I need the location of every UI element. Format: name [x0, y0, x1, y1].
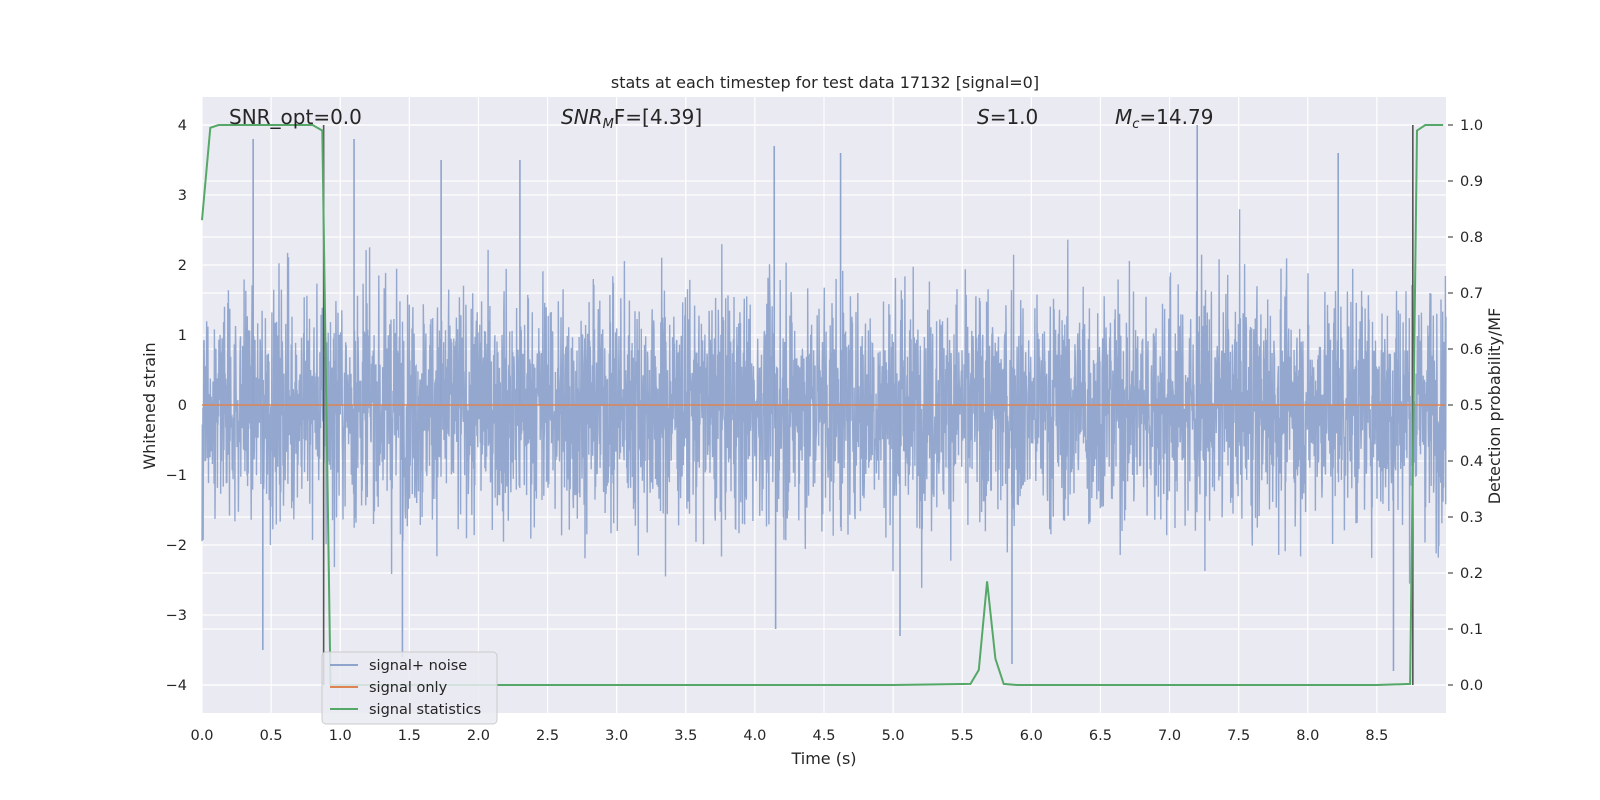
x-tick-label: 6.5: [1089, 728, 1112, 744]
annotation-snr-mf: SNRMF=[4.39]: [561, 105, 702, 132]
annotation-s: S=1.0: [977, 105, 1038, 129]
legend-box: [321, 651, 498, 725]
y2-tick-label: 0.3: [1460, 510, 1483, 526]
annotation-snr-mf-rest: F=[4.39]: [614, 105, 702, 129]
y2-axis-label: Detection probability/MF: [1485, 308, 1504, 505]
chart-title: stats at each timestep for test data 171…: [611, 73, 1039, 92]
legend-label-signal-noise: signal+ noise: [369, 658, 467, 674]
y-tick-label: 4: [178, 118, 187, 134]
y-tick-label: −2: [166, 538, 187, 554]
x-tick-label: 5.0: [882, 728, 905, 744]
x-tick-label: 4.0: [743, 728, 766, 744]
y2-tick-label: 0.1: [1460, 622, 1483, 638]
x-tick-label: 0.0: [190, 728, 213, 744]
x-tick-label: 0.5: [260, 728, 283, 744]
y-axis-label: Whitened strain: [140, 342, 159, 469]
y2-tick-label: 0.9: [1460, 174, 1483, 190]
legend-label-signal-statistics: signal statistics: [369, 702, 481, 718]
y2-tick-label: 0.5: [1460, 398, 1483, 414]
y-tick-label: −3: [166, 608, 187, 624]
y-tick-label: −4: [166, 678, 187, 694]
y2-tick-label: 0.6: [1460, 342, 1483, 358]
annotation-mc-sub: c: [1132, 117, 1139, 132]
legend-label-signal-only: signal only: [369, 680, 448, 696]
y-tick-label: 1: [178, 328, 187, 344]
x-tick-label: 7.5: [1227, 728, 1250, 744]
x-tick-label: 8.0: [1296, 728, 1319, 744]
legend: signal+ noise signal only signal statist…: [321, 651, 498, 725]
x-tick-labels: 0.0 0.5 1.0 1.5 2.0 2.5 3.0 3.5 4.0 4.5 5.0 5.5 6.0 6…: [190, 728, 1388, 744]
y2-tick-label: 0.0: [1460, 678, 1483, 694]
x-tick-label: 7.0: [1158, 728, 1181, 744]
x-tick-label: 4.5: [812, 728, 835, 744]
y2-tick-label: 0.7: [1460, 286, 1483, 302]
y-tick-label: 3: [178, 188, 187, 204]
annotation-snr-mf-main: SNR: [561, 105, 603, 129]
signal-noise-series: [201, 125, 1447, 671]
x-tick-label: 2.0: [467, 728, 490, 744]
y2-tick-label: 0.8: [1460, 230, 1483, 246]
y2-tick-label: 1.0: [1460, 118, 1483, 134]
signal-statistics-line: [201, 124, 1444, 686]
annotation-snr-opt: SNR_opt=0.0: [229, 105, 362, 129]
y-tick-label: −1: [166, 468, 187, 484]
signal-noise-line: [201, 209, 1447, 588]
y-tick-label: 2: [178, 258, 187, 274]
x-axis-label: Time (s): [790, 749, 856, 768]
x-tick-label: 6.0: [1020, 728, 1043, 744]
annotation-snr-mf-sub: M: [603, 117, 614, 132]
y-tick-label: 0: [178, 398, 187, 414]
x-tick-label: 3.0: [605, 728, 628, 744]
y2-tick-label: 0.4: [1460, 454, 1483, 470]
signal-statistics-series: [201, 124, 1444, 686]
annotation-mc-rest: =14.79: [1139, 105, 1213, 129]
annotation-s-rest: =1.0: [990, 105, 1039, 129]
x-tick-label: 8.5: [1365, 728, 1388, 744]
x-tick-label: 1.5: [398, 728, 421, 744]
y-tick-labels: 4 3 2 1 0 −1 −2 −3 −4: [166, 118, 187, 694]
x-tick-label: 5.5: [951, 728, 974, 744]
x-tick-label: 3.5: [674, 728, 697, 744]
x-tick-label: 1.0: [329, 728, 352, 744]
annotation-mc-main: M: [1115, 105, 1132, 129]
annotation-s-main: S: [977, 105, 990, 129]
annotation-mc: Mc=14.79: [1115, 105, 1213, 132]
y2-tick-label: 0.2: [1460, 566, 1483, 582]
y2-tick-labels: 1.0 0.9 0.8 0.7 0.6 0.5 0.4 0.3 0.2 0.1 0.0: [1448, 118, 1483, 694]
x-tick-label: 2.5: [536, 728, 559, 744]
